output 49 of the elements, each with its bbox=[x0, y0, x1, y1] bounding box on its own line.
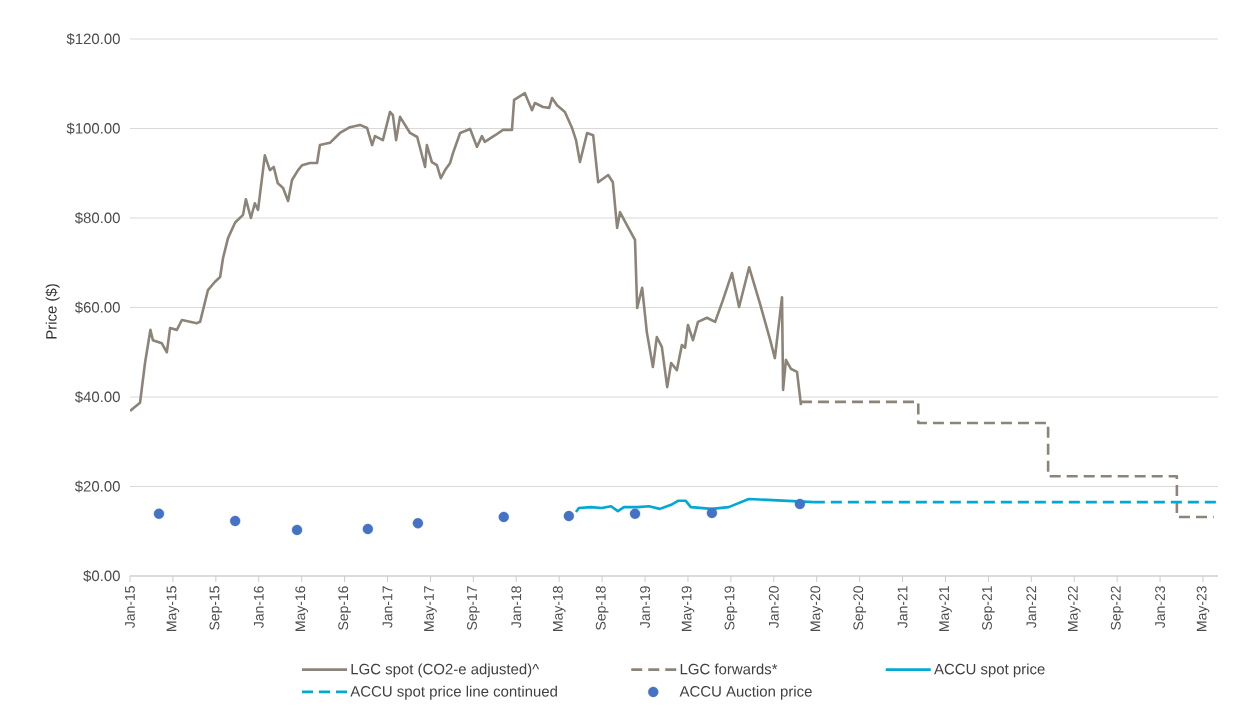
x-tick-label: Jan-19 bbox=[640, 586, 650, 628]
point bbox=[706, 507, 718, 519]
x-tick-label: Jan-22 bbox=[1026, 586, 1037, 628]
point bbox=[629, 508, 641, 519]
x-tick-label: May-22 bbox=[1067, 586, 1081, 631]
point bbox=[229, 515, 241, 527]
x-tick-label: Sep-16 bbox=[338, 586, 351, 630]
legend-label: ACCU Auction price bbox=[679, 685, 812, 700]
x-tick-label: May-18 bbox=[552, 586, 566, 631]
x-tick-label: Jan-18 bbox=[511, 586, 522, 628]
y-tick-label: $40.00 bbox=[74, 390, 120, 404]
y-tick-label: $100.00 bbox=[66, 122, 120, 135]
point bbox=[498, 511, 509, 523]
legend-label: ACCU spot price bbox=[934, 663, 1045, 678]
point bbox=[412, 518, 424, 529]
x-tick-label: May-15 bbox=[166, 586, 180, 631]
point bbox=[794, 498, 806, 510]
legend-label: ACCU spot price line continued bbox=[350, 685, 557, 700]
y-tick-label: $80.00 bbox=[74, 211, 120, 225]
point bbox=[291, 524, 303, 536]
x-tick-label: Sep-22 bbox=[1110, 586, 1124, 630]
x-tick-label: May-20 bbox=[810, 586, 824, 631]
x-tick-label: Jan-16 bbox=[253, 586, 264, 628]
x-tick-label: Jan-20 bbox=[768, 586, 779, 628]
x-tick-label: Sep-17 bbox=[467, 586, 480, 630]
x-tick-label: May-19 bbox=[681, 586, 695, 631]
point bbox=[563, 510, 575, 522]
y-tick-label: $0.00 bbox=[83, 569, 120, 583]
x-tick-label: Sep-18 bbox=[595, 586, 609, 630]
x-tick-label: May-23 bbox=[1196, 586, 1210, 631]
x-tick-label: May-17 bbox=[424, 586, 437, 631]
x-tick-label: Sep-19 bbox=[724, 586, 738, 630]
y-axis-title: Price ($) bbox=[45, 284, 60, 339]
y-tick-label: $20.00 bbox=[74, 480, 120, 493]
x-tick-label: Jan-17 bbox=[382, 586, 393, 628]
x-tick-label: Sep-15 bbox=[209, 586, 223, 630]
y-tick-label: $120.00 bbox=[66, 32, 120, 46]
point bbox=[362, 523, 374, 535]
x-tick-label: Jan-15 bbox=[125, 586, 135, 628]
legend-label: LGC spot (CO2-e adjusted)^ bbox=[351, 663, 540, 678]
x-tick-label: Jan-21 bbox=[897, 586, 908, 628]
y-tick-label: $60.00 bbox=[74, 301, 120, 314]
x-tick-label: Sep-20 bbox=[853, 586, 866, 630]
x-tick-label: Sep-21 bbox=[982, 586, 995, 630]
x-tick-label: May-21 bbox=[939, 586, 952, 631]
x-tick-label: May-16 bbox=[295, 586, 308, 631]
point bbox=[153, 508, 165, 519]
legend-label: LGC forwards* bbox=[680, 663, 778, 675]
x-tick-label: Jan-23 bbox=[1155, 586, 1166, 628]
